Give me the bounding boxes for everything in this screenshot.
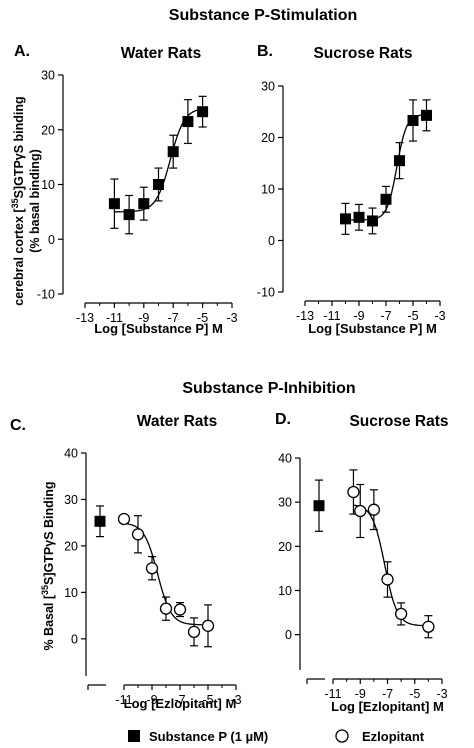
y-tick-label: -10 — [257, 286, 275, 300]
x-tick-label: -7 — [168, 311, 179, 325]
data-point — [367, 215, 378, 227]
data-point — [167, 146, 179, 158]
legend-open-circle-marker — [335, 729, 349, 743]
panel-a: A. Water Rats -10 0 10 20 30 -13 -11 -9 -7 -5 -3Log … — [14, 43, 238, 336]
data-point — [153, 179, 164, 190]
x-tick-label: -13 — [296, 309, 314, 323]
data-point — [347, 485, 360, 499]
inhibition-heading: Substance P-Inhibition — [182, 380, 355, 397]
panel-title: Sucrose Rats — [313, 45, 412, 62]
x-tick-label: -7 — [174, 693, 185, 707]
panel-b: B. Sucrose Rats -10 0 10 20 30 -13 -11 -9 -7 -5 -3Lo… — [257, 43, 446, 336]
data-point — [201, 619, 215, 632]
data-point — [117, 512, 131, 526]
y-axis-label-top-line2: (% basal binding) — [28, 149, 42, 252]
data-point — [159, 602, 173, 615]
panel-letter: C. — [10, 417, 26, 434]
x-tick-label: -5 — [202, 693, 213, 707]
data-point — [182, 116, 194, 128]
fit-curve — [353, 504, 429, 627]
x-tick-label: -5 — [407, 309, 418, 323]
x-tick-label: -9 — [353, 309, 364, 323]
data-point — [353, 211, 365, 223]
x-tick-label: -11 — [115, 693, 132, 707]
y-tick-label: 20 — [64, 539, 78, 553]
y-tick-label: 20 — [41, 123, 55, 137]
data-point — [131, 528, 145, 541]
legend-filled-square-marker — [128, 730, 140, 742]
reference-point — [313, 500, 325, 512]
stimulation-heading: Substance P-Stimulation — [169, 7, 357, 24]
y-tick-label: 10 — [261, 183, 275, 197]
y-tick-label: 30 — [64, 493, 78, 507]
x-tick-label: -3 — [230, 693, 241, 707]
data-point — [197, 106, 209, 118]
y-axis-label-bottom: % Basal [35S]GTPγS Binding — [40, 481, 56, 650]
y-tick-label: 0 — [71, 632, 78, 646]
x-tick-label: -3 — [434, 309, 445, 323]
data-point — [145, 562, 159, 575]
data-point — [422, 620, 435, 633]
y-tick-label: 10 — [64, 586, 78, 600]
y-tick-label: 30 — [261, 80, 275, 94]
x-tick-label: -11 — [324, 687, 341, 701]
y-tick-label: -10 — [37, 288, 55, 302]
x-tick-label: -13 — [76, 311, 94, 325]
x-axis-label: Log [Substance P] M — [94, 321, 223, 336]
data-point — [380, 193, 392, 205]
panel-title: Sucrose Rats — [349, 413, 448, 430]
x-tick-label: -5 — [409, 687, 420, 701]
y-tick-label: 30 — [278, 496, 292, 510]
y-tick-label: 40 — [64, 447, 78, 461]
x-axis-label: Log [Substance P] M — [308, 321, 437, 336]
x-tick-label: -9 — [146, 693, 157, 707]
y-tick-label: 10 — [41, 178, 55, 192]
panel-title: Water Rats — [121, 45, 201, 62]
legend: Substance P (1 µM) Ezlopitant — [128, 729, 425, 744]
y-tick-label: 0 — [285, 628, 292, 642]
x-axis-label: Log [Ezlopitant] M — [124, 696, 237, 711]
data-point — [138, 198, 150, 210]
y-tick-label: 10 — [278, 584, 292, 598]
x-tick-label: -5 — [197, 311, 208, 325]
x-tick-label: -11 — [106, 311, 123, 325]
legend-ezlopitant-label: Ezlopitant — [362, 729, 425, 744]
x-tick-label: -9 — [138, 311, 149, 325]
y-tick-label: 30 — [41, 69, 55, 83]
x-axis-label: Log [Ezlopitant] M — [331, 699, 444, 714]
panel-letter: D. — [275, 411, 291, 428]
data-point — [394, 607, 408, 621]
y-tick-label: 20 — [278, 540, 292, 554]
panel-title: Water Rats — [137, 413, 217, 430]
data-point — [367, 503, 381, 516]
y-tick-label: 0 — [268, 234, 275, 248]
data-point — [354, 504, 367, 518]
data-point — [407, 115, 419, 127]
panel-letter: A. — [14, 43, 30, 60]
data-point — [394, 155, 405, 167]
x-tick-label: -11 — [323, 309, 340, 323]
x-tick-label: -3 — [436, 687, 447, 701]
y-axis-label-top-line1: cerebral cortex [35S]GTPγS binding — [10, 96, 26, 305]
x-tick-label: -9 — [355, 687, 366, 701]
y-tick-label: 20 — [261, 131, 275, 145]
data-point — [421, 109, 432, 121]
y-tick-label: 0 — [48, 233, 55, 247]
panel-letter: B. — [257, 43, 273, 60]
data-point — [108, 198, 120, 210]
x-tick-label: -7 — [382, 687, 393, 701]
reference-point — [94, 515, 106, 527]
x-tick-label: -7 — [380, 309, 391, 323]
data-point — [123, 209, 135, 221]
data-point — [187, 625, 201, 639]
data-point — [381, 573, 394, 586]
data-point — [173, 603, 187, 616]
legend-substance-p-label: Substance P (1 µM) — [149, 729, 268, 744]
data-point — [340, 213, 351, 225]
x-tick-label: -3 — [226, 311, 237, 325]
y-tick-label: 40 — [278, 452, 292, 466]
